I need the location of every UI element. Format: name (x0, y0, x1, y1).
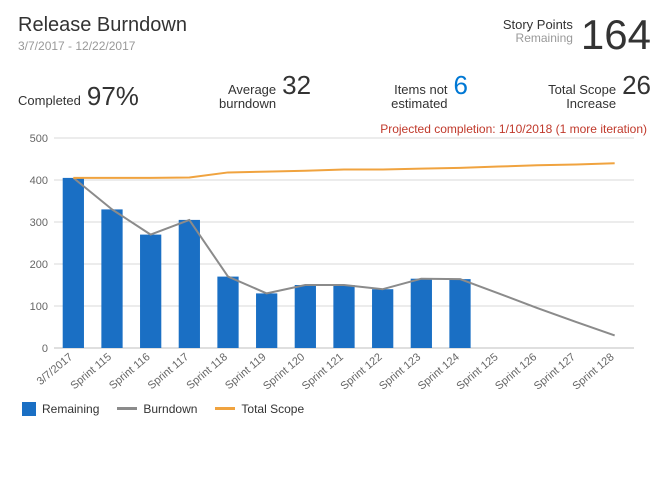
metric-avg: Average burndown 32 (219, 70, 311, 112)
svg-text:300: 300 (30, 217, 48, 229)
svg-text:Sprint 118: Sprint 118 (184, 351, 230, 392)
legend-remaining: Remaining (22, 402, 99, 416)
big-metric-value: 164 (581, 14, 651, 56)
svg-text:Sprint 124: Sprint 124 (416, 351, 462, 392)
avg-value: 32 (282, 70, 311, 101)
burndown-chart: 01002003004005003/7/2017Sprint 115Sprint… (18, 122, 638, 402)
svg-text:Sprint 125: Sprint 125 (454, 351, 500, 392)
swatch-bar-icon (22, 402, 36, 416)
svg-text:Sprint 121: Sprint 121 (300, 351, 346, 392)
svg-text:100: 100 (30, 301, 48, 313)
svg-text:Sprint 123: Sprint 123 (377, 351, 423, 392)
completed-value: 97% (87, 81, 139, 112)
svg-text:500: 500 (30, 133, 48, 145)
svg-text:400: 400 (30, 175, 48, 187)
svg-text:200: 200 (30, 259, 48, 271)
big-metric-label2: Remaining (516, 32, 573, 45)
page-title: Release Burndown (18, 14, 187, 37)
svg-text:Sprint 119: Sprint 119 (223, 351, 269, 392)
scope-value: 26 (622, 70, 651, 101)
metric-scope: Total Scope Increase 26 (548, 70, 651, 112)
svg-text:Sprint 117: Sprint 117 (146, 351, 192, 392)
completed-label: Completed (18, 94, 81, 108)
legend-scope: Total Scope (215, 402, 304, 416)
notest-value: 6 (454, 70, 468, 101)
legend-burndown: Burndown (117, 402, 197, 416)
svg-text:Sprint 122: Sprint 122 (338, 351, 384, 392)
swatch-line-icon (215, 407, 235, 410)
metric-completed: Completed 97% (18, 81, 139, 112)
legend: Remaining Burndown Total Scope (18, 402, 651, 416)
title-block: Release Burndown 3/7/2017 - 12/22/2017 (18, 14, 187, 53)
big-metric-label1: Story Points (503, 18, 573, 32)
svg-text:Sprint 115: Sprint 115 (68, 351, 114, 392)
svg-text:Sprint 116: Sprint 116 (107, 351, 153, 392)
metrics-row: Completed 97% Average burndown 32 Items … (18, 70, 651, 112)
date-range: 3/7/2017 - 12/22/2017 (18, 39, 187, 53)
svg-text:Sprint 127: Sprint 127 (532, 351, 578, 392)
scope-label: Total Scope Increase (548, 83, 616, 112)
swatch-line-icon (117, 407, 137, 410)
metric-notest: Items not estimated 6 (391, 70, 468, 112)
header: Release Burndown 3/7/2017 - 12/22/2017 S… (18, 14, 651, 56)
svg-text:0: 0 (42, 343, 48, 355)
svg-text:Sprint 120: Sprint 120 (261, 351, 307, 392)
projection-text: Projected completion: 1/10/2018 (1 more … (380, 122, 647, 136)
big-metric: Story Points Remaining 164 (503, 14, 651, 56)
notest-label: Items not estimated (391, 83, 447, 112)
avg-label: Average burndown (219, 83, 276, 112)
svg-text:Sprint 128: Sprint 128 (570, 351, 616, 392)
chart-container: Projected completion: 1/10/2018 (1 more … (18, 122, 651, 402)
svg-text:Sprint 126: Sprint 126 (493, 351, 539, 392)
